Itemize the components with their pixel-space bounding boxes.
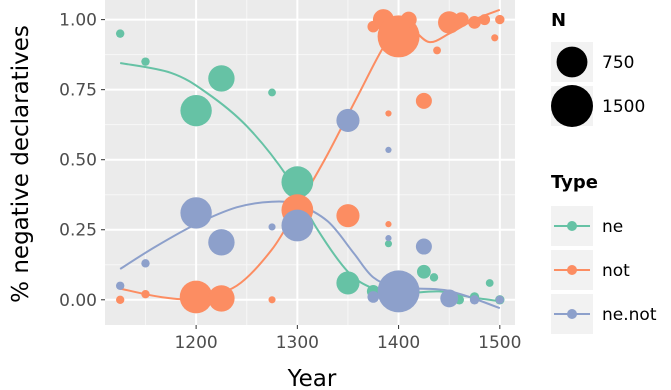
- color-legend-label-not: not: [602, 261, 630, 281]
- point-not: [433, 46, 441, 55]
- point-ne-not: [268, 223, 276, 231]
- point-not: [179, 280, 213, 314]
- point-ne-not: [495, 295, 505, 304]
- color-legend-dot-ne: [567, 221, 577, 231]
- point-ne-not: [469, 295, 480, 305]
- point-ne: [268, 88, 276, 97]
- x-tick-label: 1400: [377, 333, 420, 353]
- point-not: [268, 296, 276, 304]
- x-tick-label: 1500: [478, 333, 521, 353]
- point-ne-not: [385, 146, 392, 153]
- point-ne-not: [440, 289, 459, 308]
- point-ne-not: [115, 281, 125, 290]
- size-legend-circle: [551, 85, 593, 127]
- point-not: [479, 14, 491, 26]
- grid-minor: [105, 0, 515, 325]
- point-ne-not: [377, 270, 420, 313]
- point-ne: [180, 94, 212, 127]
- point-ne: [429, 273, 439, 282]
- points: [115, 9, 505, 314]
- smooth-line-ne: [120, 62, 500, 303]
- y-axis: 0.00 0.25 0.50 0.75 1.00: [59, 11, 105, 311]
- point-ne: [141, 57, 150, 66]
- x-axis: 1200 1300 1400 1500: [174, 325, 521, 353]
- x-tick-label: 1300: [276, 333, 319, 353]
- point-ne: [281, 166, 314, 198]
- y-tick-label: 1.00: [59, 11, 97, 31]
- color-legend-label-ne: ne: [602, 217, 623, 237]
- x-axis-title: Year: [287, 366, 337, 390]
- point-ne: [336, 271, 360, 295]
- point-not: [141, 289, 150, 299]
- point-not: [415, 92, 432, 109]
- point-ne: [208, 65, 235, 92]
- size-legend-label: 750: [602, 53, 634, 73]
- y-tick-label: 0.00: [59, 291, 97, 311]
- color-legend-title: Type: [551, 172, 598, 193]
- point-not: [400, 11, 417, 28]
- color-legend-dot-ne-not: [567, 309, 577, 319]
- y-axis-title: % negative declaratives: [8, 25, 34, 303]
- x-tick-label: 1200: [174, 333, 217, 353]
- point-ne-not: [367, 291, 380, 303]
- point-ne: [416, 264, 431, 279]
- point-ne-not: [415, 238, 432, 255]
- point-ne: [115, 29, 125, 38]
- point-ne: [384, 240, 393, 248]
- color-legend: Type ne not ne.not: [551, 172, 657, 334]
- point-not: [453, 12, 469, 27]
- point-ne: [485, 279, 494, 287]
- point-not: [491, 34, 499, 42]
- y-tick-label: 0.50: [59, 151, 97, 171]
- point-not: [468, 16, 481, 29]
- size-legend-circle: [556, 46, 588, 78]
- color-legend-dot-not: [567, 265, 577, 275]
- point-ne-not: [180, 197, 212, 229]
- point-ne-not: [141, 259, 150, 268]
- plot-panel: [105, 0, 515, 325]
- point-not: [115, 295, 125, 304]
- point-ne-not: [281, 209, 314, 242]
- size-legend-label: 1500: [602, 97, 645, 117]
- point-ne-not: [208, 229, 235, 256]
- point-not: [385, 110, 392, 117]
- point-ne-not: [336, 108, 360, 133]
- point-not: [336, 204, 360, 228]
- point-not: [208, 285, 235, 312]
- point-not: [385, 221, 392, 228]
- size-legend: N 750 1500: [551, 10, 645, 127]
- color-legend-label-ne-not: ne.not: [602, 305, 657, 325]
- y-tick-label: 0.25: [59, 221, 97, 241]
- point-ne-not: [385, 235, 392, 242]
- size-legend-title: N: [551, 10, 566, 31]
- y-tick-label: 0.75: [59, 81, 97, 101]
- point-not: [495, 14, 505, 25]
